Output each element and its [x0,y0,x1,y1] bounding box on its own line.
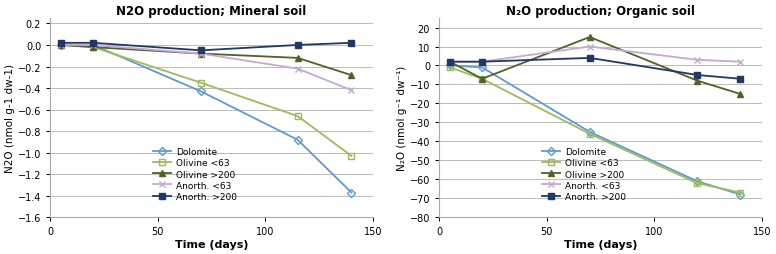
Olivine <63 [736,191,745,194]
Dolomite [293,139,303,142]
Y-axis label: N₂O (nmol g⁻¹ dw⁻¹): N₂O (nmol g⁻¹ dw⁻¹) [397,66,407,171]
Anorth. >200 [445,61,455,64]
Olivine <63 [88,46,98,50]
Anorth. <63 [585,46,594,49]
Olivine >200 [693,80,702,83]
Line: Dolomite: Dolomite [58,43,354,196]
Olivine >200 [57,44,66,47]
Dolomite [693,180,702,183]
Olivine >200 [347,74,356,77]
Olivine >200 [445,61,455,64]
Legend: Dolomite, Olivine <63, Olivine >200, Anorth. <63, Anorth. >200: Dolomite, Olivine <63, Olivine >200, Ano… [151,146,239,203]
Line: Anorth. <63: Anorth. <63 [446,44,744,66]
Anorth. >200 [736,78,745,81]
Anorth. >200 [88,42,98,45]
Title: N₂O production; Organic soil: N₂O production; Organic soil [506,5,695,18]
Line: Olivine <63: Olivine <63 [447,65,743,196]
Dolomite [347,191,356,194]
Anorth. >200 [293,44,303,47]
Anorth. >200 [196,50,206,53]
Olivine <63 [347,155,356,158]
Anorth. >200 [347,42,356,45]
Anorth. >200 [57,42,66,45]
Olivine <63 [477,78,487,81]
Olivine >200 [88,46,98,50]
Anorth. <63 [445,61,455,64]
Line: Olivine >200: Olivine >200 [57,42,355,79]
Anorth. <63 [347,89,356,92]
Olivine <63 [57,44,66,47]
Anorth. <63 [477,61,487,64]
Olivine <63 [196,82,206,85]
Olivine >200 [585,36,594,39]
Olivine <63 [293,115,303,118]
Line: Anorth. >200: Anorth. >200 [58,41,354,54]
Olivine <63 [585,133,594,136]
Anorth. <63 [293,68,303,71]
Line: Anorth. <63: Anorth. <63 [57,42,355,94]
Dolomite [88,44,98,47]
Dolomite [57,44,66,47]
Dolomite [477,67,487,70]
Olivine >200 [196,53,206,56]
Line: Olivine >200: Olivine >200 [446,34,744,98]
Anorth. <63 [88,44,98,47]
Legend: Dolomite, Olivine <63, Olivine >200, Anorth. <63, Anorth. >200: Dolomite, Olivine <63, Olivine >200, Ano… [540,146,628,203]
Anorth. >200 [693,74,702,77]
Dolomite [736,193,745,196]
Line: Olivine <63: Olivine <63 [58,43,354,159]
X-axis label: Time (days): Time (days) [563,239,637,249]
Anorth. >200 [585,57,594,60]
Anorth. <63 [57,44,66,47]
Title: N2O production; Mineral soil: N2O production; Mineral soil [116,5,307,18]
Olivine >200 [736,93,745,96]
Olivine <63 [693,182,702,185]
Olivine >200 [293,57,303,60]
Olivine >200 [477,78,487,81]
Dolomite [196,90,206,93]
Y-axis label: N2O (nmol g-1 dw-1): N2O (nmol g-1 dw-1) [5,64,15,172]
X-axis label: Time (days): Time (days) [175,239,248,249]
Anorth. >200 [477,61,487,64]
Line: Anorth. >200: Anorth. >200 [447,56,743,82]
Anorth. <63 [196,53,206,56]
Anorth. <63 [693,59,702,62]
Anorth. <63 [736,61,745,64]
Line: Dolomite: Dolomite [447,64,743,198]
Dolomite [445,65,455,68]
Dolomite [585,131,594,134]
Olivine <63 [445,67,455,70]
